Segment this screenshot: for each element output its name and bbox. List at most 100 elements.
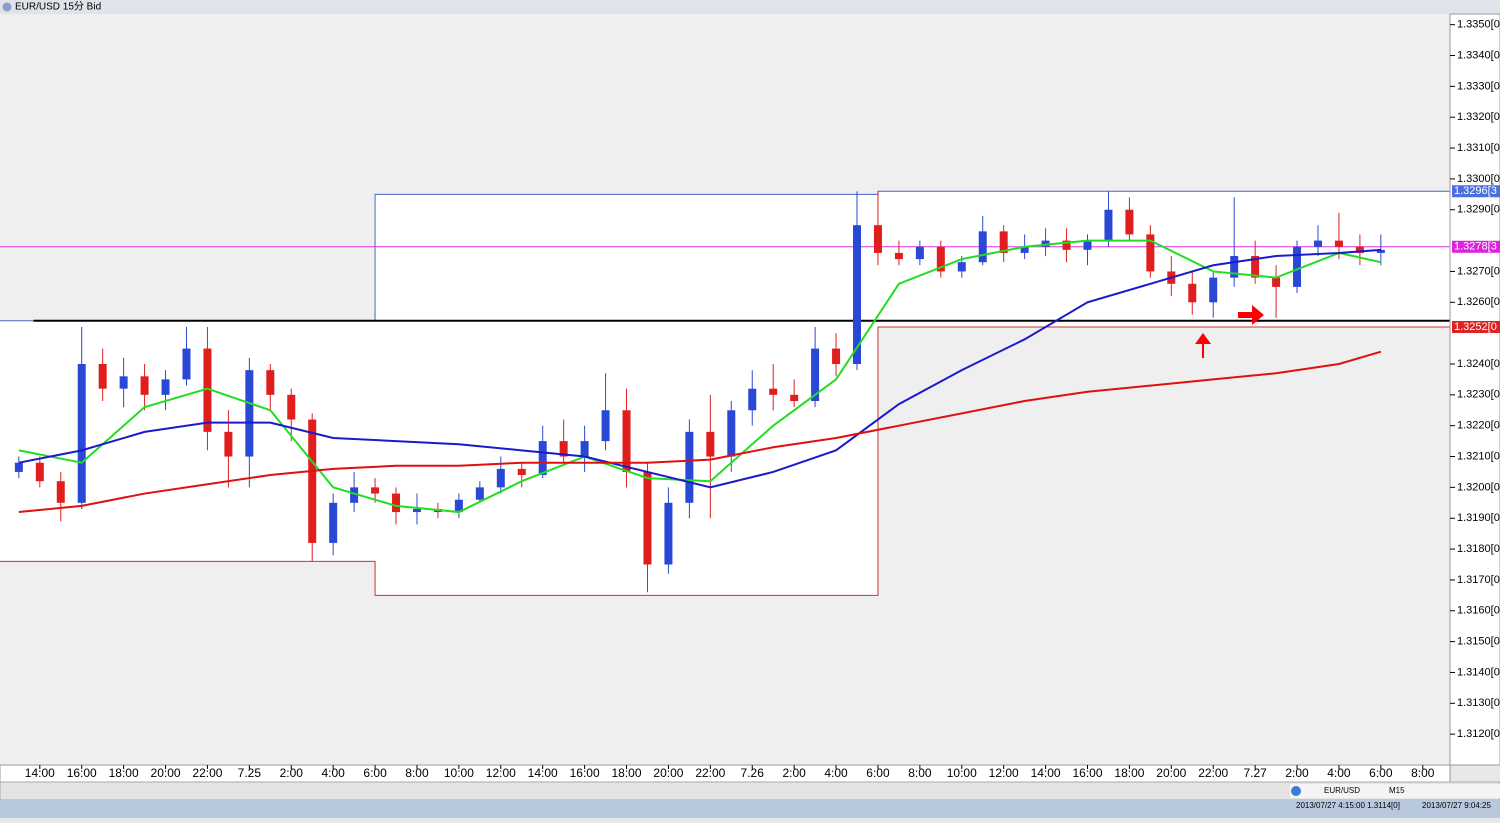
x-tick-label: 16:00 <box>67 766 97 780</box>
candle-body <box>685 431 694 503</box>
candle-body <box>308 419 317 543</box>
x-tick-label: 20:00 <box>653 766 683 780</box>
x-tick-label: 4:00 <box>824 766 848 780</box>
candle-body <box>936 246 945 272</box>
y-tick-label: 1.3240[0 <box>1457 358 1500 370</box>
candle-body <box>161 379 170 395</box>
y-tick-label: 1.3150[0 <box>1457 636 1500 648</box>
candle-body <box>873 225 882 253</box>
candle-body <box>1230 256 1239 278</box>
x-tick-label: 22:00 <box>192 766 222 780</box>
y-tick-label: 1.3220[0 <box>1457 420 1500 432</box>
y-tick-label: 1.3120[0 <box>1457 728 1500 740</box>
y-tick-label: 1.3260[0 <box>1457 296 1500 308</box>
status-cursor: 2013/07/27 4:15:00 1.3114[0] <box>1296 801 1400 810</box>
x-tick-label: 14:00 <box>528 766 558 780</box>
x-tick-label: 10:00 <box>947 766 977 780</box>
candle-body <box>1313 240 1322 247</box>
y-tick-label: 1.3320[0 <box>1457 111 1500 123</box>
y-tick-label: 1.3210[0 <box>1457 450 1500 462</box>
y-tick-label: 1.3350[0 <box>1457 19 1500 31</box>
y-tick-label: 1.3130[0 <box>1457 697 1500 709</box>
candle-body <box>412 508 421 513</box>
x-tick-label: 14:00 <box>1031 766 1061 780</box>
status-panel <box>1290 784 1500 798</box>
y-tick-label: 1.3290[0 <box>1457 204 1500 216</box>
scrollbar[interactable] <box>0 781 1500 801</box>
x-tick-label: 22:00 <box>1198 766 1228 780</box>
candle-body <box>203 348 212 432</box>
candle-body <box>224 431 233 457</box>
candle-body <box>853 225 862 364</box>
x-tick-label: 2:00 <box>782 766 806 780</box>
y-tick-label: 1.3190[0 <box>1457 512 1500 524</box>
y-tick-label: 1.3340[0 <box>1457 49 1500 61</box>
candle-body <box>266 370 275 395</box>
price-label-bg <box>1452 185 1500 198</box>
candle-body <box>601 410 610 442</box>
x-tick-label: 8:00 <box>405 766 429 780</box>
x-tick-label: 8:00 <box>1411 766 1435 780</box>
candle-body <box>580 441 589 457</box>
candle-body <box>1355 246 1364 253</box>
x-tick-label: 18:00 <box>612 766 642 780</box>
x-tick-label: 18:00 <box>1114 766 1144 780</box>
x-tick-label: 10:00 <box>444 766 474 780</box>
y-tick-label: 1.3140[0 <box>1457 666 1500 678</box>
candle-body <box>622 410 631 472</box>
x-tick-label: 16:00 <box>1072 766 1102 780</box>
candle-body <box>1209 277 1218 303</box>
y-tick-label: 1.3170[0 <box>1457 574 1500 586</box>
y-tick-label: 1.3200[0 <box>1457 481 1500 493</box>
window-title: EUR/USD 15分 Bid <box>15 1 101 13</box>
price-label-bg <box>1452 320 1500 333</box>
up-arrow-annotation <box>1195 333 1211 358</box>
candle-body <box>1251 256 1260 278</box>
x-tick-label: 14:00 <box>25 766 55 780</box>
candle-body <box>1041 240 1050 247</box>
zone-fill <box>0 191 1450 596</box>
candle-body <box>748 388 757 411</box>
candle-body <box>832 348 841 364</box>
candle-body <box>371 487 380 494</box>
candle-body <box>915 246 924 260</box>
candle-body <box>1376 249 1385 253</box>
candle-body <box>287 394 296 420</box>
candle-body <box>1062 240 1071 250</box>
price-label: 1.3278[3 <box>1454 241 1497 253</box>
candle-body <box>957 262 966 272</box>
x-tick-label: 12:00 <box>486 766 516 780</box>
candle-body <box>978 231 987 263</box>
x-tick-label: 7.27 <box>1243 766 1267 780</box>
x-tick-label: 2:00 <box>280 766 304 780</box>
moving-average <box>18 248 1381 489</box>
price-axis <box>1449 13 1500 766</box>
candle-body <box>1293 246 1302 287</box>
status-symbol: EUR/USD <box>1324 786 1360 795</box>
candle-body <box>1272 277 1281 287</box>
candle-body <box>1104 209 1113 241</box>
x-tick-label: 4:00 <box>321 766 345 780</box>
x-tick-label: 6:00 <box>363 766 387 780</box>
candle-body <box>98 363 107 389</box>
candle-body <box>706 431 715 457</box>
candle-body <box>517 468 526 476</box>
title-bar <box>0 0 1500 14</box>
candle-body <box>1146 234 1155 272</box>
y-tick-label: 1.3330[0 <box>1457 80 1500 92</box>
candle-body <box>77 363 86 503</box>
candle-body <box>350 487 359 503</box>
y-tick-label: 1.3300[0 <box>1457 173 1500 185</box>
x-tick-label: 20:00 <box>1156 766 1186 780</box>
x-tick-label: 7.26 <box>741 766 765 780</box>
y-tick-label: 1.3160[0 <box>1457 605 1500 617</box>
x-tick-label: 18:00 <box>109 766 139 780</box>
candle-body <box>496 468 505 488</box>
candle-body <box>790 394 799 402</box>
x-tick-label: 22:00 <box>695 766 725 780</box>
candle-body <box>1188 283 1197 303</box>
candle-body <box>329 502 338 543</box>
candle-body <box>1020 246 1029 253</box>
x-tick-label: 4:00 <box>1327 766 1351 780</box>
